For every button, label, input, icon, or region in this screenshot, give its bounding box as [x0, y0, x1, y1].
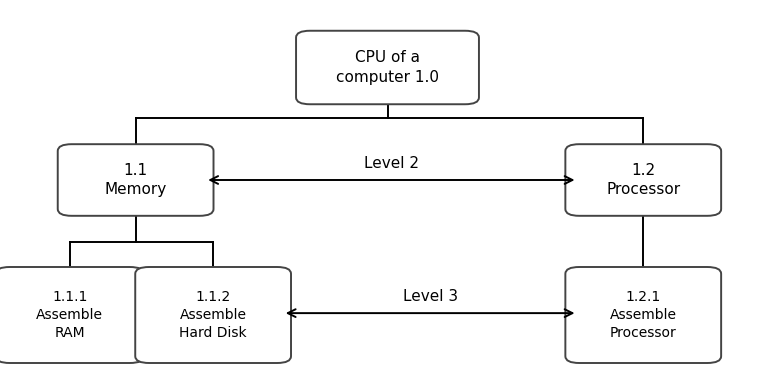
FancyBboxPatch shape — [136, 267, 291, 363]
FancyBboxPatch shape — [0, 267, 144, 363]
FancyBboxPatch shape — [565, 144, 721, 216]
Text: 1.1.1
Assemble
RAM: 1.1.1 Assemble RAM — [36, 290, 103, 340]
Text: 1.2.1
Assemble
Processor: 1.2.1 Assemble Processor — [610, 290, 677, 340]
Text: 1.1.2
Assemble
Hard Disk: 1.1.2 Assemble Hard Disk — [179, 290, 247, 340]
Text: 1.2
Processor: 1.2 Processor — [606, 163, 680, 197]
FancyBboxPatch shape — [565, 267, 721, 363]
Text: Level 2: Level 2 — [364, 156, 419, 171]
Text: Level 3: Level 3 — [402, 289, 458, 304]
Text: CPU of a
computer 1.0: CPU of a computer 1.0 — [336, 50, 439, 85]
Text: 1.1
Memory: 1.1 Memory — [105, 163, 167, 197]
FancyBboxPatch shape — [296, 31, 479, 104]
FancyBboxPatch shape — [57, 144, 213, 216]
